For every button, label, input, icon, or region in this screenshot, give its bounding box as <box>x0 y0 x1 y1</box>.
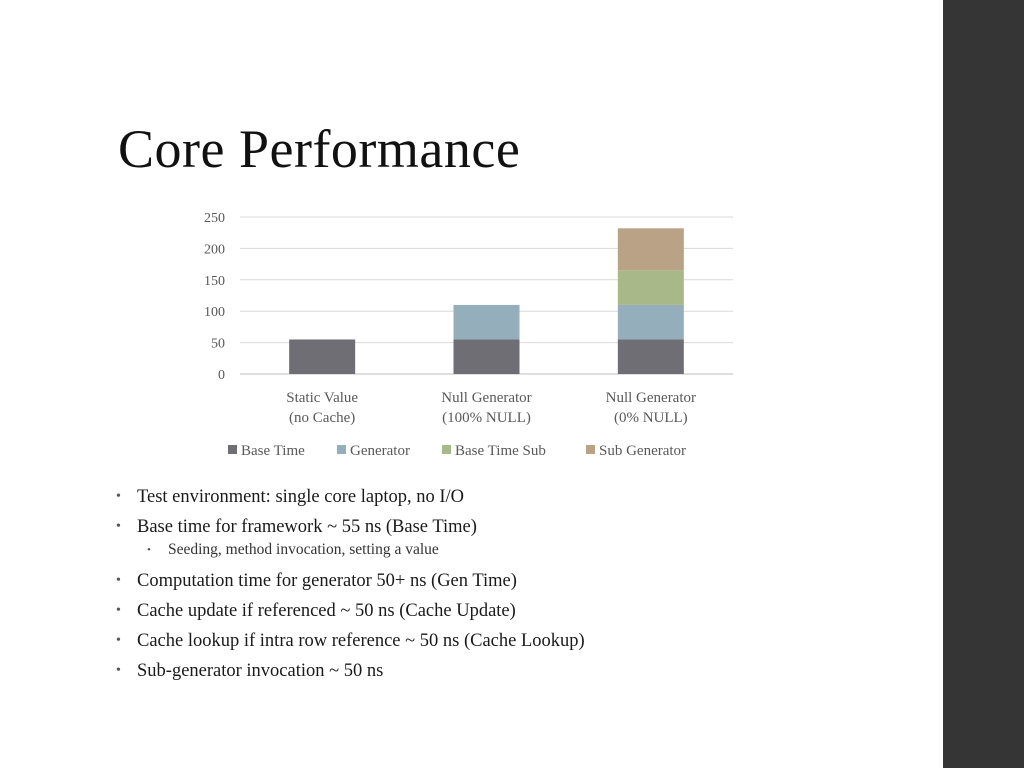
bullet-dot-icon: • <box>116 663 121 678</box>
legend-swatch <box>228 445 237 454</box>
bullet-text: Test environment: single core laptop, no… <box>137 487 465 507</box>
bullet-text: Computation time for generator 50+ ns (G… <box>137 571 517 591</box>
bar-segment <box>453 304 520 340</box>
bullet-list: • Test environment: single core laptop, … <box>114 482 914 686</box>
y-tick-label: 200 <box>204 242 225 257</box>
bullet-text: Base time for framework ~ 55 ns (Base Ti… <box>137 517 477 537</box>
x-tick-label: Null Generator <box>441 390 531 406</box>
y-tick-label: 50 <box>211 337 225 352</box>
sub-bullet-item: • Seeding, method invocation, setting a … <box>114 538 914 562</box>
y-tick-label: 100 <box>204 305 225 320</box>
bullet-dot-icon: • <box>116 633 121 648</box>
slide-title: Core Performance <box>118 119 521 179</box>
bullet-item: • Computation time for generator 50+ ns … <box>114 566 914 596</box>
bullet-dot-icon: • <box>116 573 121 588</box>
legend-swatch <box>586 445 595 454</box>
chart-svg: 0 50 100 150 200 250 Static Value (no Cache) Nul… <box>204 211 733 459</box>
bullet-dot-icon: • <box>116 603 121 618</box>
bullet-item: • Cache update if referenced ~ 50 ns (Ca… <box>114 596 914 626</box>
legend-label: Sub Generator <box>599 443 686 459</box>
legend-label: Base Time <box>241 443 305 459</box>
legend-label: Base Time Sub <box>455 443 546 459</box>
bullet-text: Cache update if referenced ~ 50 ns (Cach… <box>137 601 516 621</box>
bar-segment <box>617 270 684 305</box>
bar-segment <box>617 339 684 374</box>
legend-label: Generator <box>350 443 410 459</box>
bullet-text: Sub-generator invocation ~ 50 ns <box>137 661 384 681</box>
legend-swatch <box>337 445 346 454</box>
y-tick-label: 150 <box>204 274 225 289</box>
bullet-item: • Test environment: single core laptop, … <box>114 482 914 512</box>
bullet-text: Cache lookup if intra row reference ~ 50… <box>137 631 585 651</box>
bullet-item: • Cache lookup if intra row reference ~ … <box>114 626 914 656</box>
bullet-dot-icon: • <box>116 489 121 504</box>
x-tick-label: Null Generator <box>606 390 696 406</box>
stacked-bar-chart: 0 50 100 150 200 250 Static Value (no Cache) Nul… <box>180 200 760 470</box>
bullet-dot-icon: • <box>147 544 151 556</box>
bar-segment <box>289 339 356 374</box>
bullet-item: • Sub-generator invocation ~ 50 ns <box>114 656 914 686</box>
bullet-item: • Base time for framework ~ 55 ns (Base … <box>114 512 914 542</box>
bullet-dot-icon: • <box>116 519 121 534</box>
bar-segment <box>617 228 684 271</box>
right-sidebar <box>943 0 1024 768</box>
x-tick-label: (no Cache) <box>289 410 355 426</box>
slide: Core Performance 0 50 100 150 200 250 Static V… <box>114 119 914 686</box>
x-tick-label: Static Value <box>286 390 358 406</box>
bar-segment <box>617 304 684 340</box>
legend-swatch <box>442 445 451 454</box>
y-tick-label: 250 <box>204 211 225 226</box>
x-tick-label: (0% NULL) <box>614 410 688 426</box>
y-tick-label: 0 <box>218 368 225 383</box>
sub-bullet-text: Seeding, method invocation, setting a va… <box>168 541 439 558</box>
x-tick-label: (100% NULL) <box>442 410 531 426</box>
bar-segment <box>453 339 520 374</box>
